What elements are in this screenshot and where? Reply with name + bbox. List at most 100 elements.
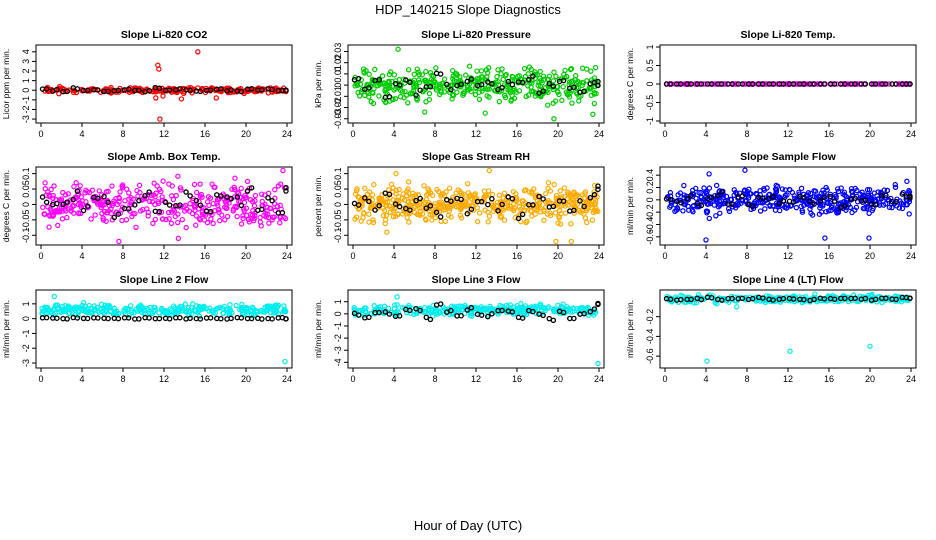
data-point: [410, 190, 416, 197]
data-point: [73, 305, 80, 312]
data-point: [557, 207, 563, 214]
data-point: [757, 187, 763, 194]
plot-frame: [35, 44, 293, 124]
reference-point: [259, 316, 265, 322]
outlier-point: [486, 167, 493, 174]
data-point: [199, 194, 205, 200]
reference-point: [54, 315, 60, 321]
data-point: [251, 203, 258, 209]
data-point: [75, 197, 82, 203]
y-tick-label: -3: [21, 359, 31, 367]
data-point: [54, 302, 61, 308]
reference-point: [872, 202, 879, 208]
reference-point: [101, 193, 107, 200]
panel-9: Slope Line 4 (LT) Flow ml/min per min. 0 4 8…: [625, 274, 917, 384]
data-point: [591, 100, 598, 107]
data-point: [151, 192, 157, 198]
reference-point: [177, 86, 183, 92]
data-point: [547, 210, 553, 216]
reference-point: [842, 295, 848, 302]
data-point: [176, 309, 182, 315]
reference-point: [749, 81, 756, 87]
x-tick-label: 0: [38, 129, 43, 139]
data-point: [145, 209, 151, 216]
data-point: [154, 183, 160, 189]
data-point: [425, 186, 431, 192]
reference-point: [749, 203, 756, 209]
x-tick-label: 8: [744, 251, 749, 261]
reference-point: [478, 81, 485, 88]
data-point: [104, 210, 111, 216]
reference-point: [760, 295, 766, 301]
data-point: [759, 198, 766, 205]
outlier-point: [734, 304, 740, 310]
outlier-point: [153, 95, 159, 101]
data-point: [717, 210, 723, 216]
data-point: [416, 77, 422, 83]
data-point: [366, 71, 372, 77]
reference-point: [667, 81, 674, 87]
series-points: [351, 167, 601, 245]
data-point: [778, 81, 784, 87]
data-point: [138, 304, 144, 310]
data-point: [450, 67, 456, 74]
x-tick-label: 16: [824, 374, 834, 384]
data-point: [531, 186, 537, 192]
data-point: [429, 217, 435, 223]
data-point: [383, 89, 389, 96]
data-point: [534, 206, 541, 213]
data-point: [391, 72, 398, 78]
reference-point: [698, 296, 705, 303]
data-point: [513, 191, 519, 197]
data-point: [405, 100, 411, 106]
data-point: [128, 195, 134, 201]
series-points: [663, 81, 913, 87]
reference-point: [234, 194, 241, 200]
data-point: [486, 213, 493, 219]
data-point: [182, 308, 188, 314]
data-point: [224, 213, 231, 220]
reference-point: [84, 203, 91, 209]
reference-point: [719, 189, 725, 195]
reference-point: [883, 81, 889, 87]
reference-point: [595, 78, 601, 85]
data-point: [433, 65, 439, 71]
data-point: [405, 179, 412, 185]
reference-point: [667, 196, 674, 203]
data-point: [223, 87, 229, 93]
data-point: [178, 187, 184, 193]
data-point: [798, 185, 805, 192]
data-point: [495, 79, 501, 85]
data-point: [56, 90, 62, 97]
data-point: [196, 215, 203, 222]
y-tick-label: -2: [333, 334, 343, 342]
data-point: [551, 69, 557, 75]
data-point: [773, 189, 779, 195]
outlier-point: [395, 46, 401, 52]
reference-point: [54, 200, 60, 207]
data-point: [233, 204, 240, 211]
data-point: [177, 303, 184, 309]
data-point: [807, 206, 813, 212]
panel-4: Slope Amb. Box Temp. degrees C per min. 0 4…: [1, 151, 293, 261]
data-point: [437, 91, 443, 98]
data-point: [579, 198, 586, 205]
data-point: [557, 188, 563, 194]
data-point: [88, 305, 94, 312]
reference-point: [907, 295, 913, 302]
reference-point: [111, 214, 118, 221]
reference-point: [883, 295, 889, 302]
reference-point: [827, 193, 834, 200]
data-point: [52, 208, 59, 215]
data-point: [485, 84, 491, 90]
reference-point: [801, 81, 807, 87]
y-tick-label: 4: [21, 49, 31, 54]
data-point: [240, 215, 246, 222]
outlier-point: [704, 358, 710, 364]
data-point: [561, 185, 568, 191]
data-point: [124, 186, 130, 192]
data-point: [392, 213, 399, 219]
y-tick-label: -0.02: [333, 97, 343, 118]
reference-point: [907, 81, 913, 87]
data-point: [260, 308, 266, 315]
